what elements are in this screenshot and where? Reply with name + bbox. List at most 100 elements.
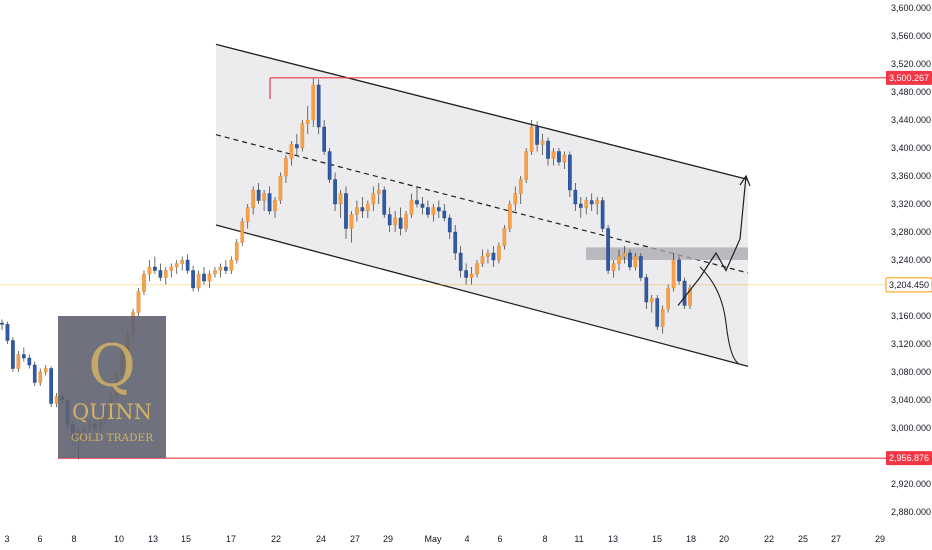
candle-body [16,354,21,369]
candle-body [491,252,496,261]
candle-body [196,273,201,289]
channel-fill [216,44,748,367]
candle-body [507,203,512,229]
price-tag-label: 3,500.267 [889,73,929,83]
candle-body [469,273,474,278]
candle-body [431,207,436,215]
candle-body [202,273,206,282]
candle-body [49,368,53,404]
candle-body [360,207,365,212]
candle-body [267,193,272,212]
candle-body [606,228,610,271]
x-tick-label: 10 [114,534,124,544]
candle-body [677,259,681,282]
candle-body [218,266,223,271]
candle-body [213,270,217,275]
x-tick-label: 18 [686,534,696,544]
y-tick-label: 3,080.000 [891,367,931,377]
logo-q-glyph: Q [88,332,136,400]
candle-body [611,263,616,271]
candle-body [426,207,430,215]
x-tick-label: 8 [542,534,547,544]
candle-body [224,266,228,271]
candle-body [671,259,676,289]
y-tick-label: 3,360.000 [891,171,931,181]
candle-body [338,193,343,205]
x-tick-label: 4 [464,534,469,544]
candle-body [529,126,534,152]
candle-body [163,270,168,278]
candle-body [617,256,621,264]
candle-body [442,210,447,219]
candle-body [568,154,572,191]
candle-body [38,371,43,383]
projection-up-path [677,175,747,306]
candle-body [589,200,594,205]
candle-body [453,231,458,254]
candle-body [147,266,152,275]
price-tag-box [886,70,932,85]
candle-body [666,287,670,310]
y-tick-label: 2,880.000 [891,507,931,517]
candle-body [633,256,638,268]
price-axis[interactable]: 3,600.000 3,560.000 3,520.000 3,480.000 3,44… [891,3,931,517]
candle-body [573,189,578,205]
x-tick-label: 15 [652,534,662,544]
candle-body [333,179,337,205]
candle-body [349,214,354,229]
x-tick-label: 29 [383,534,393,544]
candles [0,78,692,460]
candle-body [256,189,261,201]
candle-body [207,273,212,282]
candle-body [578,203,583,208]
candle-body [27,357,32,366]
candle-body [420,203,425,208]
projection-arrowhead [739,174,751,187]
logo-brand-name: QUINN [72,400,152,424]
candle-body [540,140,545,145]
price-tag-label: 3,204.450 [889,280,929,290]
price-tag-label: 2,956.876 [889,453,929,463]
candle-body [436,207,441,212]
time-axis[interactable]: 3 6 8 10 13 15 17 22 24 27 29 May 4 6 8 11 13 15 18 20 22 25 2… [4,534,885,544]
candle-body [169,266,174,271]
x-tick-label: 13 [148,534,158,544]
y-tick-label: 3,520.000 [891,59,931,69]
x-tick-label: 27 [350,534,360,544]
supply-zone [586,247,748,260]
candle-body [387,214,392,226]
candle-body [551,151,556,159]
candle-body [595,200,600,205]
candle-body [180,259,185,264]
candle-body [11,340,15,369]
candle-body [366,203,370,212]
candle-body [486,252,490,257]
candle-body [273,200,277,212]
y-tick-label: 3,320.000 [891,199,931,209]
candle-body [409,200,414,215]
candle-body [447,217,452,233]
candle-body [300,123,305,149]
projection-path [677,174,751,364]
x-tick-label: 29 [875,534,885,544]
x-tick-label: 22 [271,534,281,544]
candle-body [458,252,463,271]
y-tick-label: 3,000.000 [891,423,931,433]
candle-body [480,256,485,264]
candle-body [398,217,403,229]
projection-down-path [699,266,739,364]
candle-body [415,200,419,205]
candle-body [153,266,157,271]
descending-channel [215,43,749,368]
candle-body [322,126,326,152]
candle-body [649,298,654,303]
candle-body [475,263,479,275]
candle-body [229,259,234,271]
candle-body [524,151,529,180]
candle-body [158,270,163,278]
y-tick-label: 3,280.000 [891,227,931,237]
candle-body [262,193,266,201]
candle-body [502,228,507,247]
price-tag-box [886,451,932,466]
